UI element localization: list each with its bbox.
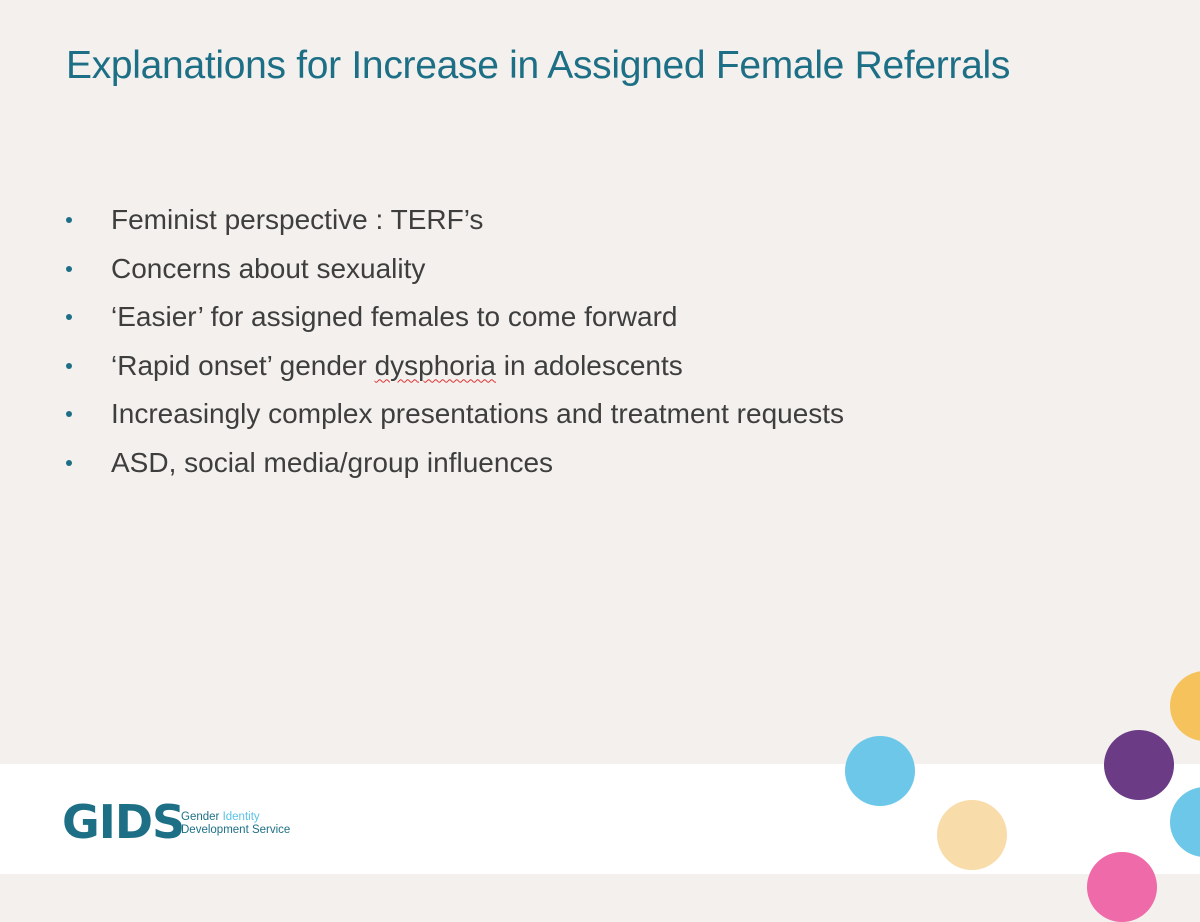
logo-word-gender: Gender xyxy=(181,811,220,823)
logo-line-2: Development Service xyxy=(181,824,291,836)
slide: Explanations for Increase in Assigned Fe… xyxy=(0,44,1200,922)
decorative-dot xyxy=(1087,852,1157,922)
bullet-item: ‘Easier’ for assigned females to come fo… xyxy=(66,293,844,342)
logo-text: Gender Identity Development Service xyxy=(181,811,290,837)
bullet-item: Feminist perspective : TERF’s xyxy=(66,196,844,245)
logo-mark: GIDS xyxy=(62,795,185,849)
logo-word-identity: Identity xyxy=(222,811,260,823)
bullet-item: Concerns about sexuality xyxy=(66,245,844,294)
bullet-list: Feminist perspective : TERF’s Concerns a… xyxy=(66,196,844,487)
bullet-text-end: in adolescents xyxy=(496,349,683,381)
decorative-dot xyxy=(1170,671,1200,741)
bullet-item: Increasingly complex presentations and t… xyxy=(66,390,844,439)
decorative-dot xyxy=(1104,730,1174,800)
bullet-item: ‘Rapid onset’ gender dysphoria in adoles… xyxy=(66,342,844,391)
bullet-text-start: ‘Rapid onset’ gender xyxy=(111,349,375,381)
decorative-dot xyxy=(937,800,1007,870)
bullet-item: ASD, social media/group influences xyxy=(66,439,844,488)
slide-title: Explanations for Increase in Assigned Fe… xyxy=(66,44,1011,87)
decorative-dot xyxy=(845,736,915,806)
spellcheck-underlined-word: dysphoria xyxy=(374,349,496,381)
